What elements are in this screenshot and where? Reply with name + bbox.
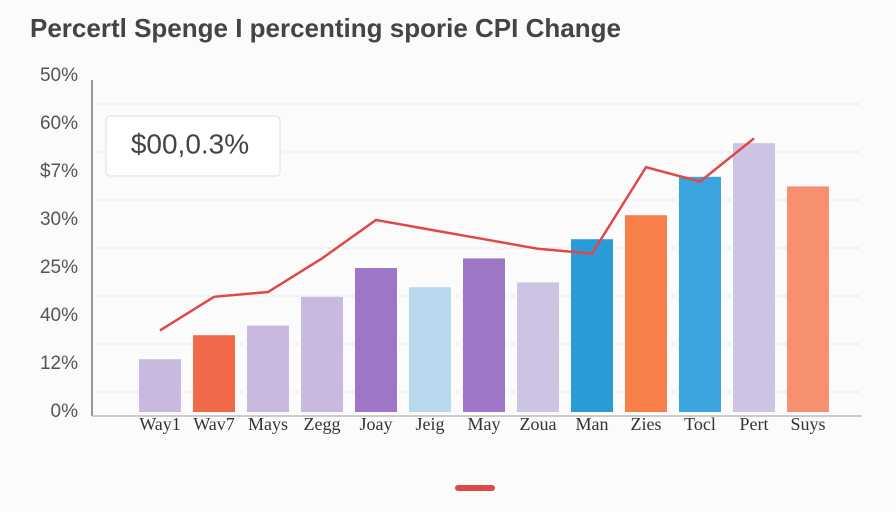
bar (193, 335, 235, 412)
x-tick-label: Tocl (684, 414, 716, 434)
y-tick-label: 60% (40, 113, 78, 134)
x-tick-label: Pert (740, 414, 769, 434)
x-tick-label: Jeig (416, 414, 445, 434)
y-tick-label: 25% (40, 257, 78, 278)
bar (463, 258, 505, 412)
annotation-box (105, 115, 281, 177)
bar (625, 215, 667, 412)
y-tick-label: 40% (40, 305, 78, 326)
bar (139, 359, 181, 412)
x-tick-label: Zies (631, 414, 662, 434)
line (159, 137, 755, 332)
x-tick-label: Man (576, 414, 609, 434)
x-tick-label: May (468, 414, 501, 434)
bar (247, 325, 289, 412)
y-tick-label: $7% (40, 161, 78, 182)
x-tick-label: Mays (248, 414, 288, 434)
legend-swatch (455, 485, 495, 491)
chart-title: Percertl Spenge I percenting sporie CPI … (30, 13, 621, 43)
x-tick-label: Wav7 (193, 414, 235, 434)
bar (355, 268, 397, 412)
y-tick-label: 50% (40, 65, 78, 86)
x-tick-label: Suys (790, 414, 825, 434)
x-tick-label: Zegg (304, 414, 341, 434)
x-tick-label: Way1 (139, 414, 181, 434)
bar (301, 296, 343, 412)
y-tick-label: 30% (40, 209, 78, 230)
y-tick-label: 12% (40, 353, 78, 374)
bar (679, 176, 721, 412)
x-tick-label: Zoua (520, 414, 557, 434)
annotation: $00,0.3% (131, 128, 249, 159)
x-tick-label: Joay (360, 414, 393, 434)
bar (787, 186, 829, 412)
bar (733, 143, 775, 412)
y-tick-label: 0% (51, 401, 79, 422)
bar (517, 282, 559, 412)
bar (571, 239, 613, 412)
bar (409, 287, 451, 412)
